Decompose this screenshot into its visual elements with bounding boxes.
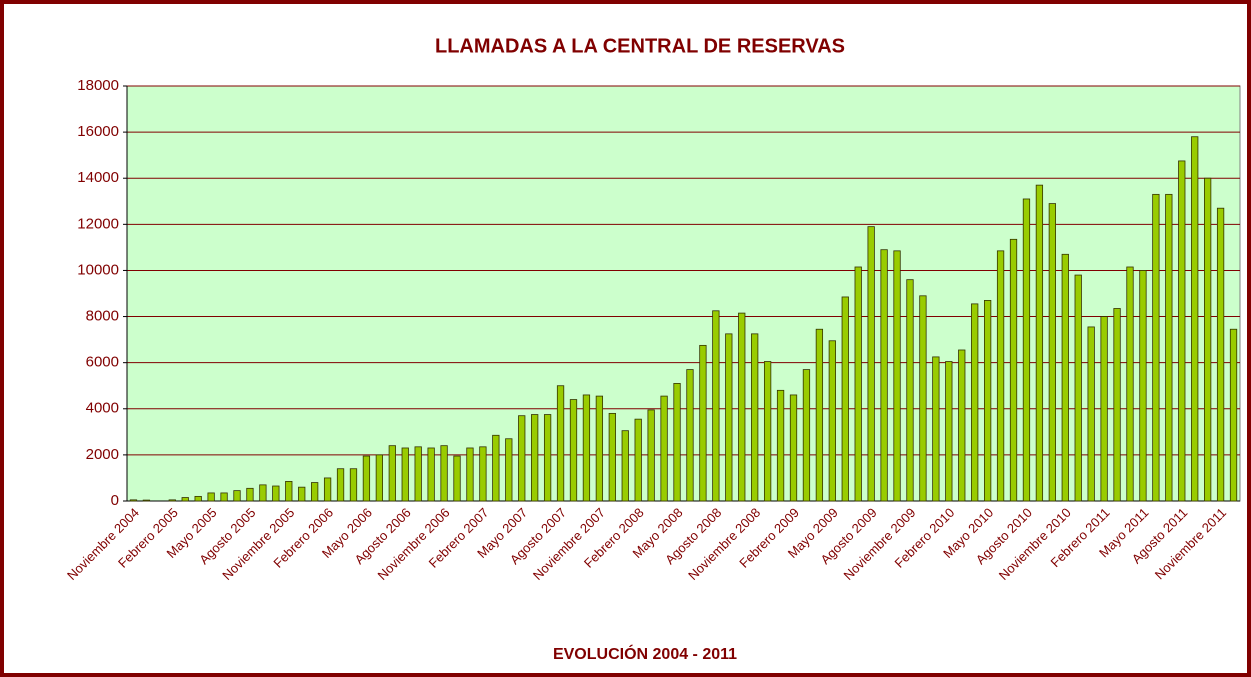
bar <box>893 250 901 502</box>
bar <box>647 409 655 502</box>
bar <box>880 249 888 502</box>
bar <box>569 399 578 502</box>
bar <box>919 295 927 502</box>
y-tick-label: 12000 <box>77 215 119 232</box>
bar <box>945 361 953 502</box>
bar <box>608 412 616 502</box>
bar <box>1100 316 1108 502</box>
bar <box>207 492 215 502</box>
bar <box>1139 270 1147 502</box>
bar <box>181 497 189 502</box>
bar <box>531 414 539 502</box>
bar <box>298 486 306 502</box>
bar <box>466 447 474 502</box>
y-tick-label: 8000 <box>86 308 119 325</box>
bar <box>1216 207 1225 502</box>
bar <box>1022 198 1031 502</box>
bar <box>233 490 241 502</box>
bar <box>492 434 500 502</box>
bar <box>349 468 358 502</box>
bar <box>660 395 668 502</box>
bar <box>246 487 254 502</box>
bar <box>1152 193 1160 502</box>
y-tick-label: 2000 <box>86 446 119 463</box>
bar <box>272 485 280 502</box>
bar <box>673 383 681 502</box>
bar <box>168 499 176 502</box>
bar <box>259 484 267 502</box>
bar <box>194 495 202 502</box>
bar <box>375 454 384 502</box>
bar <box>543 414 552 502</box>
y-tick-label: 18000 <box>77 77 119 94</box>
bar <box>1165 193 1173 502</box>
bar <box>453 455 461 502</box>
bar <box>996 250 1005 502</box>
bar <box>906 279 914 502</box>
bar <box>582 394 591 502</box>
bar <box>142 499 151 502</box>
bar <box>751 333 759 502</box>
bar <box>285 481 293 502</box>
bar <box>802 369 811 502</box>
bar <box>1009 238 1018 502</box>
bar <box>479 446 487 502</box>
bar <box>1113 308 1121 502</box>
y-tick-label: 0 <box>111 492 119 509</box>
bar <box>789 394 798 502</box>
y-tick-label: 16000 <box>77 123 119 140</box>
bar <box>414 446 422 502</box>
bar <box>336 468 345 502</box>
bar <box>1126 266 1134 502</box>
bar <box>1074 274 1082 502</box>
bar <box>712 310 720 502</box>
bar <box>854 266 862 502</box>
bar <box>686 369 694 502</box>
bar <box>362 455 371 502</box>
bar <box>311 482 319 502</box>
bar <box>738 312 746 502</box>
bar <box>1061 253 1069 502</box>
bar <box>815 328 824 502</box>
bar <box>1204 177 1212 502</box>
bar <box>958 349 966 502</box>
bar <box>1229 328 1238 502</box>
bar <box>556 385 565 502</box>
y-tick-label: 4000 <box>86 400 119 417</box>
y-tick-label: 6000 <box>86 354 119 371</box>
bar <box>867 226 875 502</box>
bar <box>983 300 992 502</box>
bar <box>725 333 733 502</box>
bar <box>971 303 979 502</box>
bar <box>634 418 642 502</box>
bar <box>828 340 836 502</box>
bar <box>699 344 707 502</box>
bar <box>595 395 604 502</box>
bar <box>1178 160 1186 502</box>
bar <box>1087 326 1095 502</box>
bar <box>1035 184 1044 502</box>
bar <box>1048 203 1056 502</box>
y-tick-label: 10000 <box>77 261 119 278</box>
bar <box>518 415 526 502</box>
bar <box>388 445 396 502</box>
bar <box>763 361 772 502</box>
bar <box>323 477 332 502</box>
x-axis-title: EVOLUCIÓN 2004 - 2011 <box>553 644 737 663</box>
bar <box>401 447 409 502</box>
bar <box>220 492 228 502</box>
y-tick-label: 14000 <box>77 169 119 186</box>
bar <box>427 447 435 502</box>
bar <box>621 430 629 502</box>
bar <box>440 445 448 502</box>
bar <box>1191 136 1199 502</box>
bar <box>932 356 940 502</box>
bar <box>776 389 785 502</box>
plot-area <box>126 85 1241 502</box>
bar <box>505 438 513 502</box>
bar <box>841 296 849 502</box>
chart-title: LLAMADAS A LA CENTRAL DE RESERVAS <box>435 35 845 57</box>
bar <box>129 499 138 502</box>
